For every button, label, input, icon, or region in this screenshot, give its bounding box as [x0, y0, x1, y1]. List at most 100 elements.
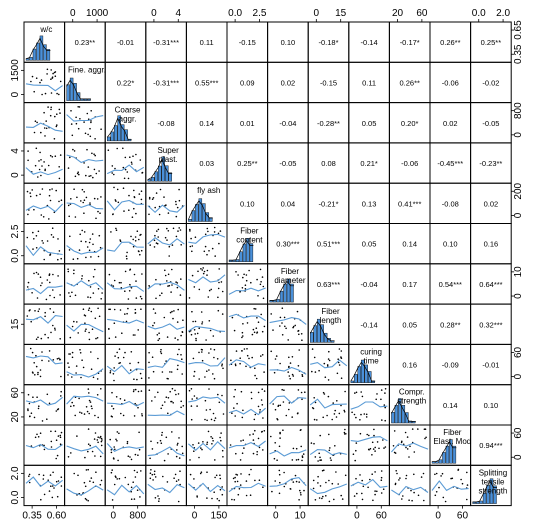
scatter-point [111, 391, 113, 394]
scatter-point [124, 168, 127, 171]
density-curve [472, 480, 497, 503]
scatter-point [52, 471, 54, 474]
scatter-point [120, 281, 122, 284]
scatter-point [289, 377, 292, 380]
scatter-point [134, 402, 136, 405]
panel-frame [348, 424, 390, 466]
smooth-line [107, 241, 144, 252]
scatter-point [128, 194, 130, 197]
correlation-label: 0.41*** [398, 199, 421, 208]
scatter-point [408, 456, 410, 458]
scatter-point [189, 245, 192, 248]
scatter-point [164, 269, 166, 272]
scatter-point [158, 337, 161, 340]
scatter-point [200, 268, 202, 270]
scatter-point [88, 331, 90, 334]
scatter-point [166, 377, 168, 380]
scatter-point [165, 360, 167, 362]
scatter-point [196, 397, 198, 399]
smooth-line [147, 446, 185, 457]
scatter-point [75, 365, 78, 367]
scatter-point [51, 496, 54, 499]
scatter-point [199, 472, 202, 475]
scatter-point [152, 370, 155, 373]
scatter-point [121, 332, 123, 335]
scatter-point [35, 354, 37, 357]
scatter-point [164, 401, 166, 403]
scatter-point [179, 294, 182, 296]
scatter-point [134, 312, 137, 314]
scatter-point [400, 441, 403, 444]
scatter-point [193, 370, 196, 373]
scatter-point [135, 212, 137, 215]
scatter-point [292, 481, 295, 483]
scatter-point [126, 251, 128, 254]
smooth-line [228, 407, 266, 416]
axis-tick-label: 0.0 [10, 490, 21, 504]
scatter-point [176, 282, 179, 284]
scatter-point [253, 418, 256, 421]
scatter-point [241, 350, 243, 352]
scatter-point [132, 245, 135, 248]
scatter-point [190, 405, 193, 407]
smooth-line [147, 323, 185, 330]
scatter-point [88, 392, 90, 394]
panel-frame [64, 464, 106, 507]
scatter-point [405, 477, 407, 480]
scatter-point [294, 324, 297, 327]
scatter-point [201, 351, 203, 353]
scatter-point [369, 478, 371, 481]
panel-frame [104, 464, 147, 507]
scatter-point [122, 187, 125, 189]
scatter-point [231, 316, 234, 319]
scatter-point [154, 396, 156, 398]
scatter-point [201, 269, 204, 271]
scatter-point [206, 443, 208, 446]
scatter-point [281, 322, 283, 324]
scatter-point [113, 322, 116, 325]
scatter-point [369, 447, 372, 450]
scatter-point [234, 480, 236, 483]
scatter-point [55, 439, 58, 442]
scatter-point [43, 493, 46, 496]
diagonal-label: Elast. Mod [433, 437, 471, 446]
scatter-point [28, 473, 31, 476]
scatter-point [172, 227, 175, 230]
scatter-point [203, 270, 206, 273]
scatter-point [90, 310, 93, 313]
scatter-point [193, 286, 196, 288]
scatter-point [171, 431, 173, 433]
scatter-point [32, 231, 34, 234]
histogram-bar [438, 459, 443, 464]
axis-tick-label: 1500 [10, 59, 21, 82]
scatter-point [214, 476, 216, 479]
scatter-point [250, 397, 253, 400]
scatter-point [229, 444, 232, 446]
scatter-point [127, 483, 130, 486]
scatter-point [87, 499, 89, 502]
scatter-point [420, 476, 423, 478]
diagonal-label: strength [397, 397, 426, 406]
scatter-point [28, 481, 31, 484]
smooth-line [106, 443, 144, 452]
scatter-point [158, 332, 160, 335]
scatter-point [130, 161, 133, 164]
scatter-point [140, 249, 143, 252]
scatter-point [254, 413, 257, 416]
scatter-point [90, 256, 92, 258]
smooth-line [188, 396, 226, 404]
scatter-point [201, 321, 204, 323]
scatter-point [434, 473, 436, 476]
scatter-point [60, 395, 62, 397]
scatter-point [94, 455, 96, 457]
scatter-point [124, 313, 126, 315]
scatter-point [44, 135, 46, 137]
density-curve [391, 400, 416, 422]
scatter-point [198, 288, 201, 291]
scatter-point [356, 492, 358, 495]
scatter-point [50, 108, 52, 111]
scatter-point [122, 147, 124, 150]
scatter-point [314, 456, 317, 458]
scatter-point [164, 236, 167, 239]
scatter-point [114, 199, 117, 201]
